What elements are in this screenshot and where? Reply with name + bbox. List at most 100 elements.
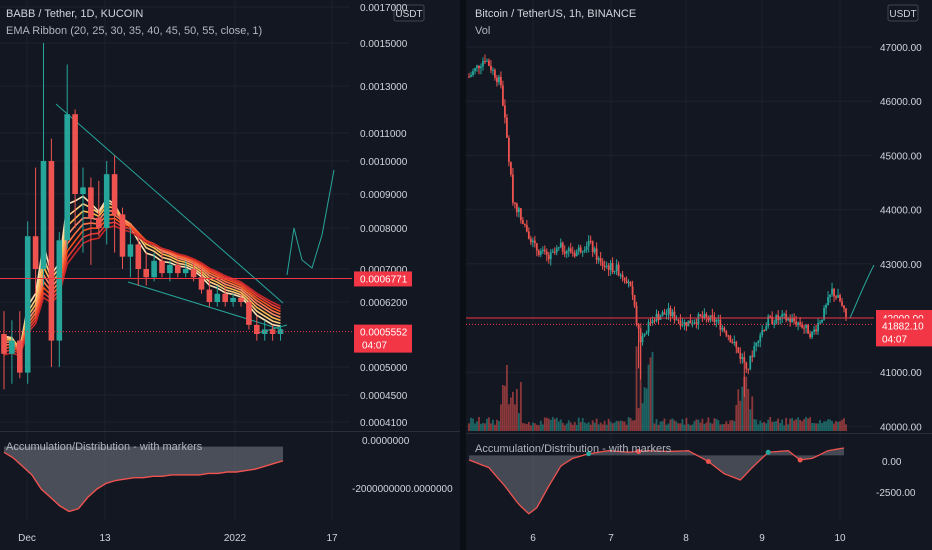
right-candle-17[interactable] (502, 85, 504, 106)
right-candle-50[interactable] (567, 248, 570, 251)
right-candle-28[interactable] (523, 223, 526, 226)
right-candle-93[interactable] (653, 320, 656, 322)
right-candle-88[interactable] (643, 333, 646, 337)
right-candle-124[interactable] (715, 320, 718, 322)
right-candle-36[interactable] (539, 251, 542, 255)
left-candle-16[interactable] (127, 244, 134, 257)
right-candle-183[interactable] (833, 288, 835, 297)
right-candle-138[interactable] (743, 357, 746, 363)
right-candle-112[interactable] (691, 323, 694, 325)
right-candle-40[interactable] (547, 255, 550, 260)
right-candle-135[interactable] (737, 347, 740, 353)
right-candle-19[interactable] (505, 117, 508, 138)
left-candle-7[interactable] (56, 240, 63, 341)
right-candle-107[interactable] (681, 324, 684, 326)
right-candle-132[interactable] (731, 342, 734, 344)
right-candle-169[interactable] (805, 324, 808, 328)
right-candle-80[interactable] (627, 281, 630, 284)
right-candle-111[interactable] (689, 320, 692, 324)
left-candle-11[interactable] (88, 187, 94, 218)
right-candle-118[interactable] (703, 314, 706, 319)
left-candle-34[interactable] (269, 329, 276, 334)
right-candle-139[interactable] (745, 362, 748, 369)
left-candle-8[interactable] (64, 114, 70, 241)
left-candle-14[interactable] (111, 174, 118, 215)
right-candle-68[interactable] (603, 266, 606, 268)
right-candle-188[interactable] (843, 305, 845, 309)
right-candle-82[interactable] (631, 286, 634, 296)
left-candle-28[interactable] (222, 293, 228, 302)
right-candle-130[interactable] (727, 335, 730, 337)
right-candle-97[interactable] (661, 312, 664, 317)
right-candle-157[interactable] (781, 314, 784, 317)
right-candle-55[interactable] (577, 247, 580, 252)
right-candle-180[interactable] (827, 297, 829, 305)
right-candle-63[interactable] (593, 248, 596, 253)
right-candle-42[interactable] (551, 251, 554, 253)
right-candle-131[interactable] (729, 335, 732, 343)
right-candle-52[interactable] (571, 252, 574, 254)
right-candle-95[interactable] (657, 313, 660, 320)
panel-divider[interactable] (460, 0, 466, 550)
right-candle-26[interactable] (519, 208, 522, 221)
right-time-axis[interactable]: 6 7 8 9 10 (530, 533, 846, 544)
right-candle-98[interactable] (663, 312, 666, 315)
right-candle-25[interactable] (517, 208, 520, 213)
right-candle-116[interactable] (699, 314, 702, 317)
right-candle-38[interactable] (543, 249, 546, 252)
right-candle-99[interactable] (665, 313, 668, 315)
right-candle-113[interactable] (693, 322, 696, 324)
right-candle-54[interactable] (575, 251, 578, 257)
right-candle-161[interactable] (789, 318, 792, 323)
right-candle-64[interactable] (595, 248, 598, 260)
left-candle-2[interactable] (17, 340, 23, 373)
right-candle-33[interactable] (533, 240, 536, 244)
right-candle-29[interactable] (525, 225, 528, 232)
right-candle-117[interactable] (701, 316, 704, 319)
right-candle-0[interactable] (468, 76, 470, 78)
right-candle-62[interactable] (591, 241, 594, 253)
right-candle-18[interactable] (504, 105, 506, 118)
right-candle-102[interactable] (671, 311, 674, 316)
right-candle-160[interactable] (787, 318, 790, 321)
right-candle-59[interactable] (585, 246, 588, 250)
right-candle-150[interactable] (767, 316, 770, 327)
right-candle-129[interactable] (725, 331, 728, 336)
right-candle-167[interactable] (801, 324, 804, 328)
right-candle-119[interactable] (705, 314, 708, 318)
right-candle-101[interactable] (669, 308, 672, 316)
right-candle-126[interactable] (719, 319, 722, 330)
right-candle-147[interactable] (761, 330, 764, 336)
right-candle-47[interactable] (561, 242, 564, 252)
right-candle-153[interactable] (773, 323, 776, 325)
left-candle-5[interactable] (40, 161, 47, 269)
left-candle-22[interactable] (175, 264, 181, 274)
right-candle-165[interactable] (797, 322, 800, 326)
right-candle-12[interactable] (492, 69, 494, 71)
left-candle-23[interactable] (182, 269, 189, 274)
right-candle-136[interactable] (739, 352, 742, 359)
right-candle-173[interactable] (813, 329, 815, 332)
right-candle-16[interactable] (500, 76, 502, 86)
right-candle-66[interactable] (599, 258, 602, 262)
right-candle-123[interactable] (713, 316, 716, 322)
left-candle-26[interactable] (206, 289, 213, 302)
right-candle-142[interactable] (751, 355, 754, 357)
right-candle-146[interactable] (759, 335, 762, 342)
right-candle-21[interactable] (509, 161, 512, 175)
right-candle-4[interactable] (476, 65, 478, 69)
right-candle-37[interactable] (541, 249, 544, 252)
right-candle-61[interactable] (589, 240, 592, 242)
right-candle-149[interactable] (765, 326, 768, 331)
left-candle-3[interactable] (24, 236, 31, 373)
right-candle-187[interactable] (841, 301, 843, 306)
left-candle-6[interactable] (48, 161, 55, 341)
right-candle-2[interactable] (472, 71, 474, 75)
left-candle-18[interactable] (143, 269, 149, 278)
right-candle-1[interactable] (470, 74, 472, 77)
right-candle-58[interactable] (583, 249, 586, 252)
right-candle-114[interactable] (695, 322, 698, 324)
left-candle-10[interactable] (80, 187, 86, 194)
right-candle-30[interactable] (527, 231, 530, 239)
right-candle-162[interactable] (791, 318, 794, 323)
